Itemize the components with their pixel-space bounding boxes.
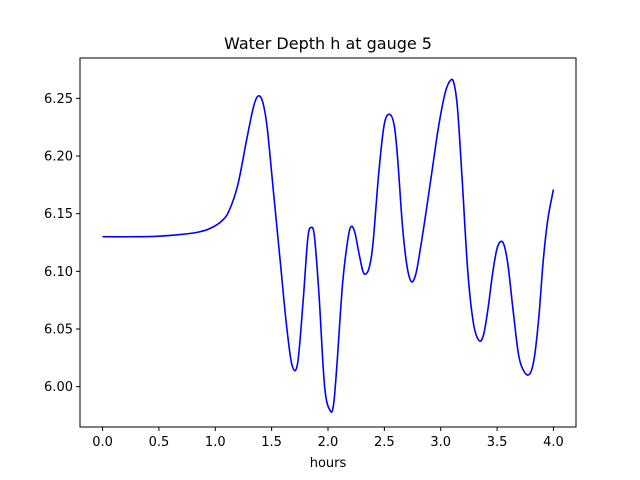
x-tick-label: 3.5 <box>487 435 508 450</box>
plot-frame <box>79 57 577 428</box>
x-tick-label: 1.0 <box>205 435 226 450</box>
chart-title: Water Depth h at gauge 5 <box>224 34 432 53</box>
x-tick-label: 2.5 <box>374 435 395 450</box>
series-line-0 <box>102 78 555 413</box>
x-axis: 0.0 0.5 1.0 1.5 2.0 2.5 3.0 3.5 4.0 <box>92 427 564 450</box>
y-tick-label: 6.00 <box>44 380 73 395</box>
y-tick-label: 6.10 <box>44 265 73 280</box>
y-tick-label: 6.05 <box>44 322 73 337</box>
x-tick-label: 1.5 <box>261 435 282 450</box>
x-tick-label: 0.5 <box>149 435 170 450</box>
plot-area <box>102 78 555 413</box>
x-tick-label: 3.0 <box>430 435 451 450</box>
x-tick-label: 2.0 <box>318 435 339 450</box>
y-tick-label: 6.25 <box>44 92 73 107</box>
y-axis: 6.00 6.05 6.10 6.15 6.20 6.25 <box>44 92 80 395</box>
x-axis-label: hours <box>310 456 347 471</box>
x-tick-label: 0.0 <box>92 435 113 450</box>
y-tick-label: 6.15 <box>44 207 73 222</box>
x-tick-label: 4.0 <box>543 435 564 450</box>
y-tick-label: 6.20 <box>44 150 73 165</box>
